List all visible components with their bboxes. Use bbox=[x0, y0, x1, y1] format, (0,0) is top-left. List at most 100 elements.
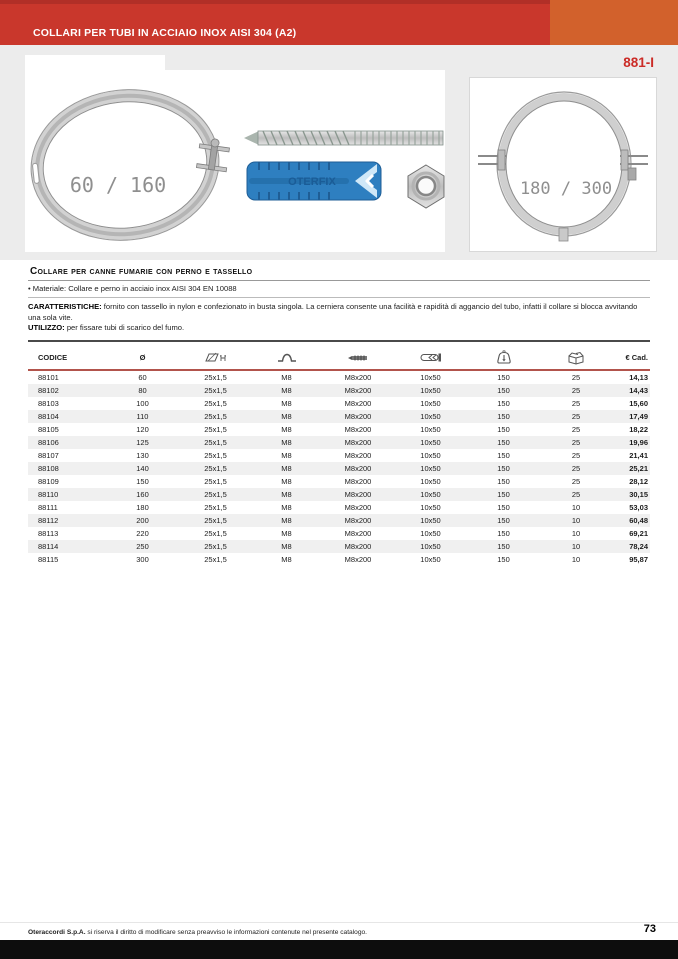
table-cell: 25x1,5 bbox=[204, 386, 227, 395]
table-cell: 25 bbox=[571, 373, 581, 382]
table-cell: 25x1,5 bbox=[204, 425, 227, 434]
col-header-dowel bbox=[394, 346, 467, 371]
table-cell: 150 bbox=[497, 542, 510, 551]
table-cell: 25x1,5 bbox=[204, 529, 227, 538]
table-cell: M8x200 bbox=[344, 464, 372, 473]
table-row: 88115 300 25x1,5 M8 M8x200 10x50 150 10 95,87 bbox=[28, 553, 650, 566]
top-bar-dark-edge bbox=[0, 0, 678, 4]
table-cell: M8 bbox=[281, 490, 292, 499]
col-header-diameter: Ø bbox=[105, 346, 180, 371]
table-cell: M8x200 bbox=[344, 386, 372, 395]
table-cell: 28,12 bbox=[629, 477, 648, 486]
table-cell: 25 bbox=[571, 386, 581, 395]
table-cell: 88113 bbox=[38, 529, 59, 538]
table-cell: 250 bbox=[136, 542, 149, 551]
table-cell: 10x50 bbox=[420, 386, 441, 395]
table-cell: 150 bbox=[497, 412, 510, 421]
characteristics-paragraph: CARATTERISTICHE: fornito con tassello in… bbox=[28, 298, 650, 342]
col-header-codice: CODICE bbox=[28, 346, 105, 371]
table-cell: 88115 bbox=[38, 555, 59, 564]
page-code: 881-I bbox=[623, 55, 654, 70]
table-row: 88108 140 25x1,5 M8 M8x200 10x50 150 25 25,21 bbox=[28, 462, 650, 475]
table-cell: 88110 bbox=[38, 490, 59, 499]
dowel-brand-label: OTERFIX bbox=[288, 176, 336, 188]
table-cell: 15,60 bbox=[629, 399, 648, 408]
table-cell: 180 bbox=[136, 503, 149, 512]
screw-icon bbox=[348, 355, 367, 360]
table-cell: 88108 bbox=[38, 464, 59, 473]
nut-illustration bbox=[407, 164, 445, 209]
table-cell: 10x50 bbox=[420, 490, 441, 499]
table-row: 88110 160 25x1,5 M8 M8x200 10x50 150 25 30,15 bbox=[28, 488, 650, 501]
table-cell: 200 bbox=[136, 516, 149, 525]
table-cell: M8 bbox=[281, 555, 292, 564]
table-cell: M8 bbox=[281, 399, 292, 408]
table-cell: 88103 bbox=[38, 399, 59, 408]
table-cell: M8x200 bbox=[344, 542, 372, 551]
table-cell: 25x1,5 bbox=[204, 555, 227, 564]
table-cell: 14,43 bbox=[629, 386, 648, 395]
table-cell: 10x50 bbox=[420, 464, 441, 473]
table-cell: M8x200 bbox=[344, 503, 372, 512]
table-cell: 25,21 bbox=[629, 464, 648, 473]
table-cell: 25 bbox=[571, 451, 581, 460]
photo-collar-and-kit: 60 / 160 bbox=[25, 70, 445, 252]
table-cell: M8 bbox=[281, 503, 292, 512]
col-header-load bbox=[467, 346, 540, 371]
table-cell: 10 bbox=[571, 503, 581, 512]
collar-arch-icon bbox=[277, 353, 296, 362]
table-cell: 10x50 bbox=[420, 516, 441, 525]
collar-small-illustration bbox=[30, 89, 230, 241]
table-header-row: CODICE Ø bbox=[28, 346, 650, 371]
table-cell: 17,49 bbox=[629, 412, 648, 421]
product-table: CODICE Ø bbox=[28, 346, 650, 566]
footer-disclaimer: Oteraccordi S.p.A. si riserva il diritto… bbox=[28, 929, 367, 936]
table-cell: 10x50 bbox=[420, 477, 441, 486]
footer-company: Oteraccordi S.p.A. bbox=[28, 929, 86, 936]
table-cell: 10x50 bbox=[420, 451, 441, 460]
table-cell: 150 bbox=[497, 503, 510, 512]
table-cell: 150 bbox=[497, 399, 510, 408]
table-cell: 125 bbox=[136, 438, 149, 447]
table-cell: 78,24 bbox=[629, 542, 648, 551]
table-cell: 150 bbox=[497, 477, 510, 486]
table-cell: 150 bbox=[497, 464, 510, 473]
table-cell: 10x50 bbox=[420, 412, 441, 421]
table-cell: 60,48 bbox=[629, 516, 648, 525]
table-row: 88109 150 25x1,5 M8 M8x200 10x50 150 25 28,12 bbox=[28, 475, 650, 488]
table-cell: M8x200 bbox=[344, 555, 372, 564]
table-cell: 25x1,5 bbox=[204, 516, 227, 525]
screw-illustration bbox=[244, 130, 444, 146]
section-title: COLLARI PER TUBI IN ACCIAIO INOX AISI 30… bbox=[33, 27, 297, 39]
table-cell: 300 bbox=[136, 555, 149, 564]
table-cell: 25x1,5 bbox=[204, 399, 227, 408]
table-cell: 25 bbox=[571, 438, 581, 447]
table-cell: 88102 bbox=[38, 386, 59, 395]
collar-large-illustration: 180 / 300 bbox=[478, 91, 648, 242]
dowel-illustration: OTERFIX bbox=[246, 161, 382, 201]
characteristics-text: fornito con tassello in nylon e confezio… bbox=[28, 302, 638, 322]
table-row: 88101 60 25x1,5 M8 M8x200 10x50 150 25 14,13 bbox=[28, 370, 650, 384]
table-cell: 88114 bbox=[38, 542, 59, 551]
bottom-black-bar bbox=[0, 940, 678, 959]
col-header-strip bbox=[180, 346, 251, 371]
table-cell: 25x1,5 bbox=[204, 438, 227, 447]
table-cell: 25x1,5 bbox=[204, 490, 227, 499]
material-line: • Materiale: Collare e perno in acciaio … bbox=[28, 281, 650, 298]
table-cell: 150 bbox=[497, 373, 510, 382]
usage-text: per fissare tubi di scarico del fumo. bbox=[64, 323, 185, 333]
table-cell: 10x50 bbox=[420, 399, 441, 408]
table-cell: 10x50 bbox=[420, 425, 441, 434]
table-cell: 150 bbox=[497, 529, 510, 538]
table-cell: M8x200 bbox=[344, 425, 372, 434]
table-cell: M8x200 bbox=[344, 412, 372, 421]
table-cell: 21,41 bbox=[629, 451, 648, 460]
table-cell: 150 bbox=[497, 386, 510, 395]
table-cell: 110 bbox=[136, 412, 149, 421]
table-cell: 150 bbox=[136, 477, 149, 486]
table-cell: 80 bbox=[138, 386, 147, 395]
table-cell: M8 bbox=[281, 464, 292, 473]
table-cell: 25 bbox=[571, 477, 581, 486]
table-cell: 25x1,5 bbox=[204, 542, 227, 551]
